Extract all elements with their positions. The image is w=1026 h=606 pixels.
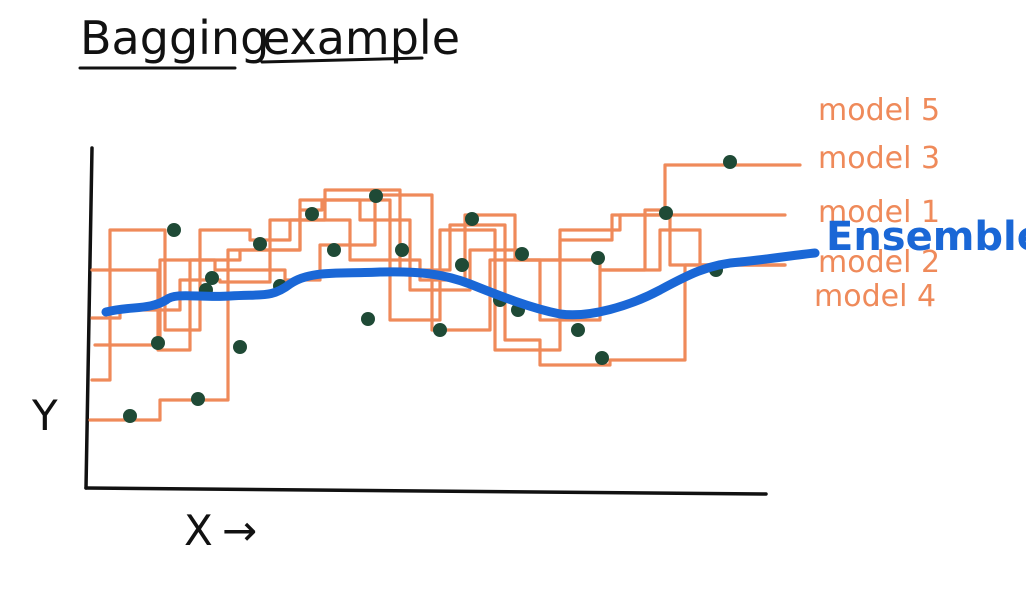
ensemble-curve (101, 248, 820, 320)
model-step-line-5 (90, 188, 787, 367)
model-legend: model 5 model 3 model 1 model 2 model 4 … (814, 93, 1026, 314)
data-point (205, 271, 219, 285)
model-step-line-2 (90, 213, 787, 382)
axes: X → Y (31, 146, 768, 555)
data-point (191, 392, 205, 406)
data-point (123, 409, 137, 423)
data-point (595, 351, 609, 365)
title: Bagging example (78, 11, 460, 70)
title-word-bagging: Bagging (80, 11, 269, 65)
x-axis-arrow: → (222, 506, 257, 555)
x-axis-line (84, 486, 768, 496)
data-point (151, 336, 165, 350)
data-point (571, 323, 585, 337)
data-point (465, 212, 479, 226)
data-point (167, 223, 181, 237)
label-ensemble: Ensemble (826, 214, 1026, 260)
label-model-1: model 1 (818, 195, 940, 230)
x-axis-label: X (184, 506, 213, 555)
data-point (327, 243, 341, 257)
label-model-4: model 4 (814, 279, 936, 314)
model-step-line-3 (90, 198, 787, 352)
title-word-example: example (262, 11, 460, 65)
data-point (723, 155, 737, 169)
data-point (591, 251, 605, 265)
data-point (515, 247, 529, 261)
data-point (305, 207, 319, 221)
label-model-5: model 5 (818, 93, 940, 128)
y-axis-line (84, 146, 94, 490)
label-model-3: model 3 (818, 141, 940, 176)
data-point (395, 243, 409, 257)
data-point (253, 237, 267, 251)
data-point (233, 340, 247, 354)
label-model-2: model 2 (818, 245, 940, 280)
title-underline-2 (260, 56, 424, 64)
data-point (369, 189, 383, 203)
data-point (361, 312, 375, 326)
y-axis-label: Y (31, 391, 58, 440)
data-point (455, 258, 469, 272)
model-step-line-4 (93, 193, 787, 347)
data-point (433, 323, 447, 337)
data-point (659, 206, 673, 220)
